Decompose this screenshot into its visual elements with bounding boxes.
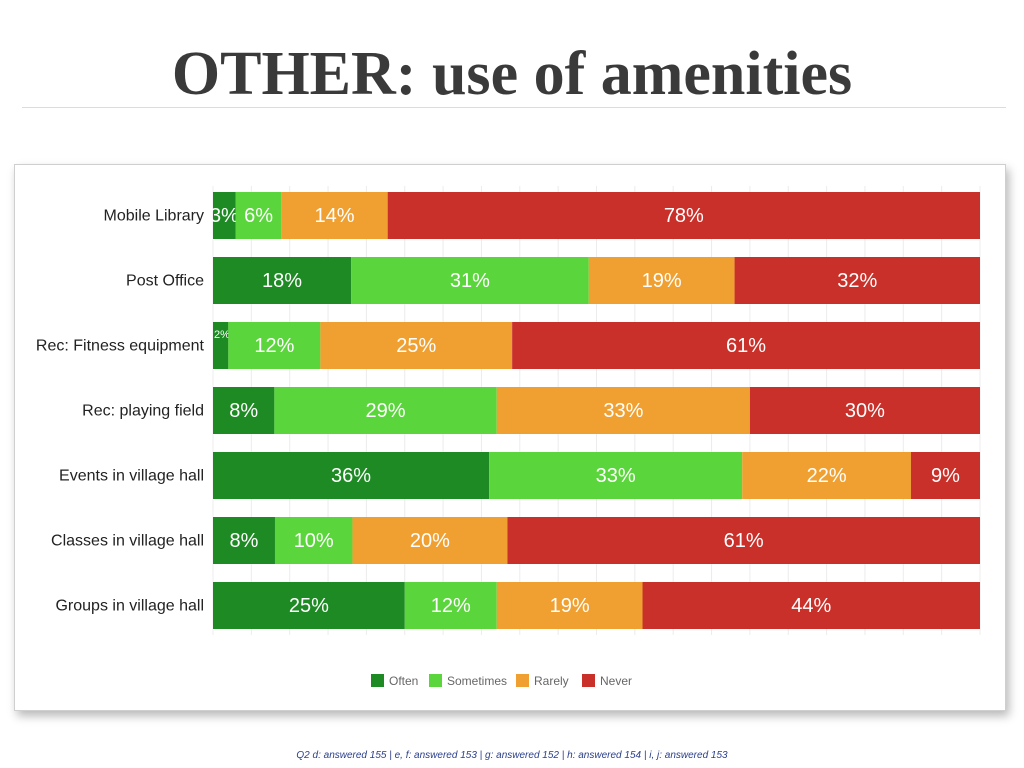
data-label-rec-playing-field-never: 30% (845, 400, 885, 422)
legend-label-sometimes: Sometimes (447, 674, 507, 688)
bar-groups-in-village-hall-never (642, 582, 980, 629)
bar-events-in-village-hall-often (213, 452, 490, 499)
category-label-groups-in-village-hall: Groups in village hall (55, 598, 204, 615)
data-label-post-office-often: 18% (262, 270, 302, 292)
bar-classes-in-village-hall-never (507, 517, 980, 564)
data-label-events-in-village-hall-rarely: 22% (807, 465, 847, 487)
legend-swatch-never (582, 674, 595, 687)
data-label-rec-fitness-equipment-often: 2% (214, 329, 230, 341)
bar-groups-in-village-hall-rarely (496, 582, 643, 629)
bar-classes-in-village-hall-sometimes (274, 517, 353, 564)
bar-rec-fitness-equipment-never (512, 322, 980, 369)
data-label-post-office-sometimes: 31% (450, 270, 490, 292)
bar-rec-playing-field-never (749, 387, 980, 434)
bar-rec-fitness-equipment-often (213, 322, 229, 369)
bar-mobile-library-rarely (281, 192, 388, 239)
data-label-rec-fitness-equipment-never: 61% (726, 335, 766, 357)
category-label-rec-playing-field: Rec: playing field (82, 403, 204, 420)
bar-rec-fitness-equipment-sometimes (228, 322, 321, 369)
bar-classes-in-village-hall-often (213, 517, 275, 564)
data-label-events-in-village-hall-often: 36% (331, 465, 371, 487)
stacked-bar-chart: Mobile Library 3% 6% 14% 78% Post Office 18% 31… (36, 186, 981, 688)
category-label-classes-in-village-hall: Classes in village hall (51, 533, 204, 550)
data-label-classes-in-village-hall-never: 61% (724, 530, 764, 552)
legend-label-often: Often (389, 674, 418, 688)
data-label-events-in-village-hall-never: 9% (931, 465, 960, 487)
data-label-rec-playing-field-sometimes: 29% (366, 400, 406, 422)
legend-swatch-often (371, 674, 384, 687)
bar-rec-playing-field-often (213, 387, 275, 434)
data-label-groups-in-village-hall-sometimes: 12% (431, 595, 471, 617)
data-label-mobile-library-sometimes: 6% (244, 205, 273, 227)
bar-mobile-library-never (387, 192, 981, 239)
data-label-groups-in-village-hall-never: 44% (791, 595, 831, 617)
category-label-events-in-village-hall: Events in village hall (59, 468, 204, 485)
bar-rec-playing-field-rarely (496, 387, 750, 434)
bar-classes-in-village-hall-rarely (352, 517, 508, 564)
category-label-rec-fitness-equipment: Rec: Fitness equipment (36, 338, 205, 355)
title-divider (22, 107, 1006, 108)
bar-mobile-library-sometimes (235, 192, 282, 239)
category-label-post-office: Post Office (126, 273, 204, 290)
bar-groups-in-village-hall-sometimes (404, 582, 497, 629)
slide-title: OTHER: use of amenities (171, 40, 853, 108)
data-label-classes-in-village-hall-rarely: 20% (410, 530, 450, 552)
bar-rec-playing-field-sometimes (274, 387, 497, 434)
category-label-mobile-library: Mobile Library (104, 208, 204, 225)
data-label-groups-in-village-hall-rarely: 19% (550, 595, 590, 617)
data-label-rec-playing-field-rarely: 33% (603, 400, 643, 422)
data-label-mobile-library-never: 78% (664, 205, 704, 227)
data-label-mobile-library-often: 3% (210, 205, 239, 227)
data-label-rec-playing-field-often: 8% (229, 400, 258, 422)
data-label-classes-in-village-hall-sometimes: 10% (294, 530, 334, 552)
data-label-rec-fitness-equipment-rarely: 25% (396, 335, 436, 357)
data-label-classes-in-village-hall-often: 8% (230, 530, 259, 552)
response-count-footnote: Q2 d: answered 155 | e, f: answered 153 … (296, 750, 728, 761)
legend-label-rarely: Rarely (534, 674, 569, 688)
bar-rec-fitness-equipment-rarely (320, 322, 513, 369)
data-label-mobile-library-rarely: 14% (314, 205, 354, 227)
data-label-rec-fitness-equipment-sometimes: 12% (254, 335, 294, 357)
data-label-post-office-rarely: 19% (642, 270, 682, 292)
bar-events-in-village-hall-sometimes (489, 452, 743, 499)
bar-post-office-sometimes (351, 257, 589, 304)
bar-events-in-village-hall-never (910, 452, 980, 499)
bar-post-office-rarely (588, 257, 735, 304)
bar-groups-in-village-hall-often (213, 582, 405, 629)
bar-post-office-never (734, 257, 980, 304)
data-label-events-in-village-hall-sometimes: 33% (596, 465, 636, 487)
data-label-post-office-never: 32% (837, 270, 877, 292)
bar-post-office-often (213, 257, 352, 304)
bar-mobile-library-often (213, 192, 236, 239)
bar-events-in-village-hall-rarely (742, 452, 911, 499)
data-label-groups-in-village-hall-often: 25% (289, 595, 329, 617)
legend-swatch-rarely (516, 674, 529, 687)
legend-swatch-sometimes (429, 674, 442, 687)
legend-label-never: Never (600, 674, 632, 688)
